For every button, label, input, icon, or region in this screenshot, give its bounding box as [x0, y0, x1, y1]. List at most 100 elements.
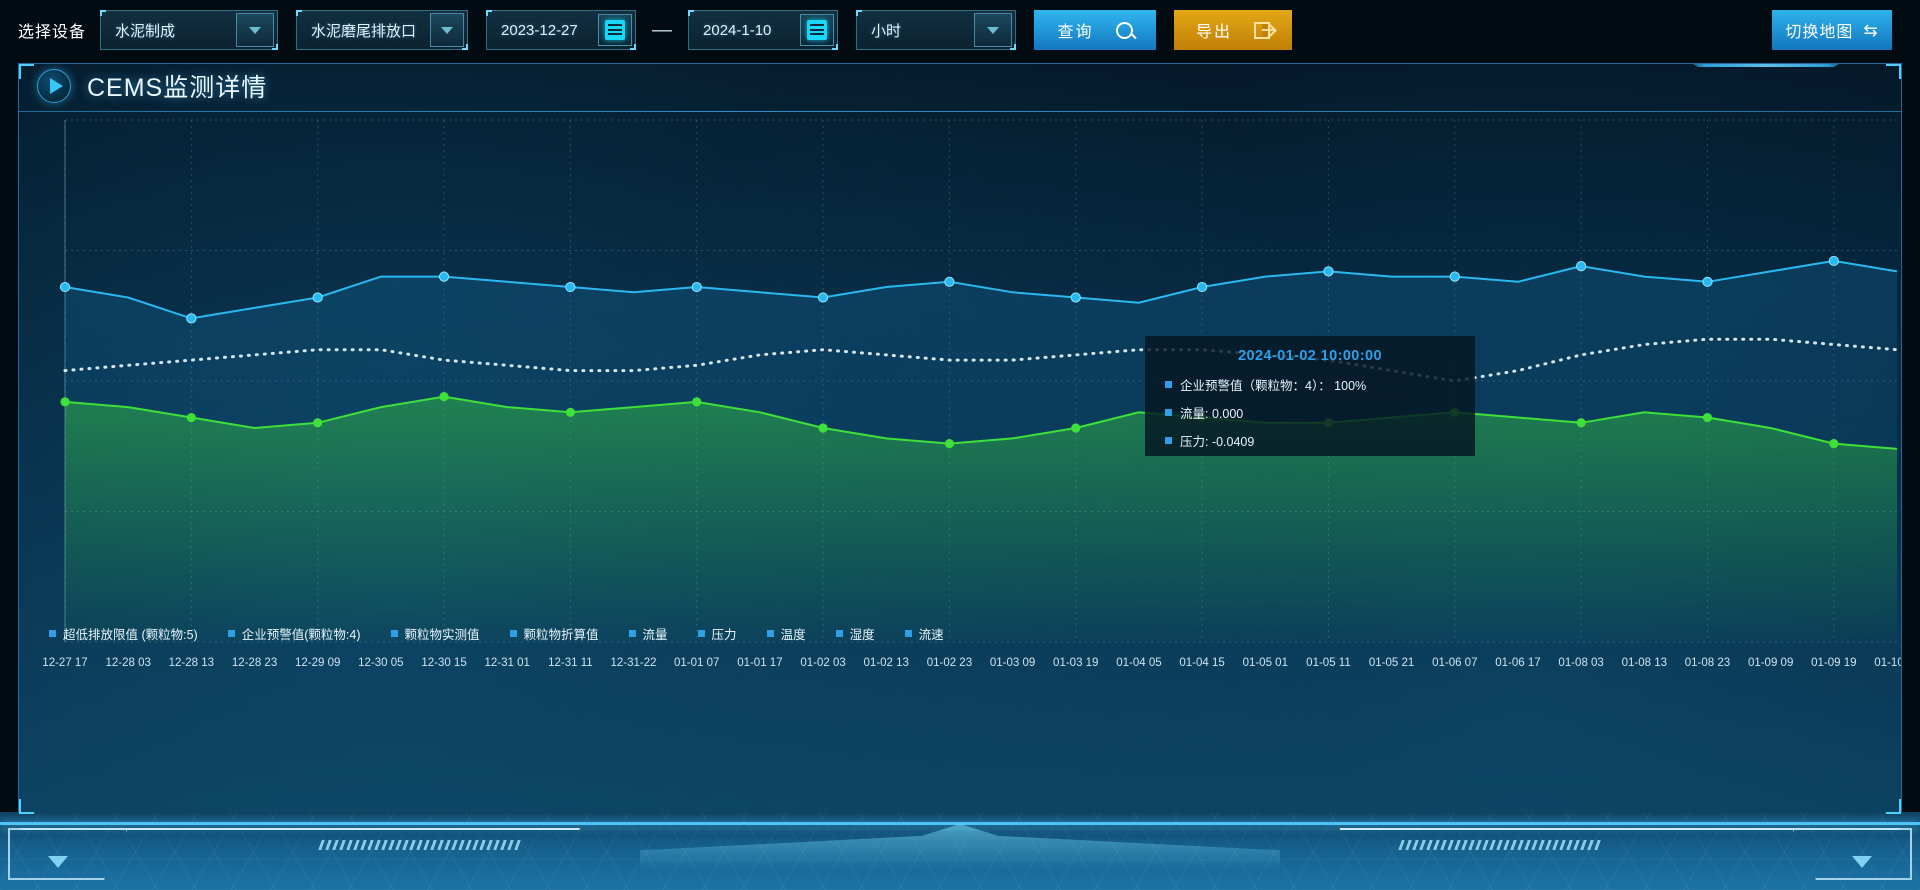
x-axis-tick-label: 12-30 15 — [421, 657, 466, 669]
legend-item[interactable]: 企业预警值(颗粒物:4) — [227, 624, 361, 643]
tooltip-row: 企业预警值（颗粒物：4）： 100% — [1165, 375, 1455, 394]
x-axis-tick-label: 12-28 13 — [169, 657, 214, 669]
calendar-icon[interactable] — [598, 14, 633, 46]
tooltip-series-swatch — [1165, 409, 1172, 416]
device-select[interactable]: 水泥制成 — [100, 10, 279, 50]
series-flow — [60, 392, 1898, 642]
x-axis-tick-label: 01-10 05 — [1874, 657, 1902, 669]
footer-wing-right — [1340, 828, 1900, 886]
x-axis-tick-label: 12-27 17 — [42, 657, 87, 669]
x-axis-tick-label: 01-05 01 — [1243, 657, 1288, 669]
title-bar-notch-decoration — [1681, 64, 1851, 67]
chart-legend: 超低排放限值 (颗粒物:5) 企业预警值(颗粒物:4) 颗粒物实测值 颗粒物折算值 流量… — [49, 624, 974, 643]
chart-area: 12-27 17 12-28 03 12-28 13 12-28 23 12-29 09… — [19, 112, 1902, 815]
start-date-value: 2023-12-27 — [501, 21, 578, 39]
swap-icon: ⇆ — [1863, 20, 1879, 40]
x-axis-tick-label: 12-29 09 — [295, 657, 340, 669]
legend-label: 流量 — [642, 628, 668, 642]
outlet-select[interactable]: 水泥磨尾排放口 — [296, 10, 469, 50]
chart-tooltip: 2024-01-02 10:00:00 企业预警值（颗粒物：4）： 100% 流量… — [1145, 336, 1475, 456]
end-date-value: 2024-1-10 — [703, 21, 772, 39]
x-axis-tick-label: 12-31-22 — [611, 657, 657, 669]
x-axis-tick-label: 01-01 07 — [674, 657, 719, 669]
legend-swatch — [697, 630, 705, 637]
tooltip-row: 流量: 0.000 — [1165, 403, 1455, 422]
query-button-label: 查询 — [1057, 24, 1094, 41]
legend-item[interactable]: 压力 — [697, 624, 737, 643]
export-button-label: 导出 — [1196, 24, 1233, 41]
x-axis-tick-label: 01-05 21 — [1369, 657, 1414, 669]
x-axis-tick-label: 01-01 17 — [737, 657, 782, 669]
export-icon — [1254, 21, 1275, 39]
end-date-input[interactable]: 2024-1-10 — [688, 10, 839, 50]
chevron-down-icon[interactable] — [430, 13, 465, 47]
outlet-select-value: 水泥磨尾排放口 — [311, 22, 417, 40]
footer-triangle-right — [1852, 856, 1872, 868]
field-corner-decoration — [856, 10, 863, 16]
page-title: CEMS监测详情 — [87, 74, 268, 102]
legend-label: 企业预警值(颗粒物:4) — [241, 628, 361, 642]
footer-dashes-left — [318, 840, 522, 850]
title-bar-underline — [19, 111, 1901, 112]
footer-dashes-right — [1398, 840, 1602, 850]
legend-label: 颗粒物实测值 — [404, 628, 480, 642]
legend-item[interactable]: 流量 — [628, 624, 668, 643]
field-corner-decoration — [688, 10, 695, 16]
field-corner-decoration — [100, 10, 107, 16]
tooltip-series-swatch — [1165, 437, 1172, 444]
x-axis-tick-label: 01-09 19 — [1811, 657, 1856, 669]
legend-label: 温度 — [780, 628, 806, 642]
legend-item[interactable]: 湿度 — [835, 624, 875, 643]
tooltip-row-text: 压力: -0.0409 — [1180, 435, 1255, 449]
chevron-down-icon[interactable] — [974, 13, 1013, 47]
x-axis-tick-label: 01-02 03 — [800, 657, 845, 669]
legend-item[interactable]: 超低排放限值 (颗粒物:5) — [49, 624, 198, 643]
legend-item[interactable]: 温度 — [766, 624, 806, 643]
tooltip-row-text: 流量: 0.000 — [1180, 407, 1244, 421]
legend-label: 流速 — [918, 628, 944, 642]
legend-swatch — [628, 630, 636, 637]
legend-item[interactable]: 颗粒物折算值 — [509, 624, 599, 643]
x-axis-tick-label: 01-03 19 — [1053, 657, 1098, 669]
tooltip-series-swatch — [1165, 381, 1172, 388]
legend-swatch — [904, 630, 912, 637]
top-toolbar: 选择设备 水泥制成 水泥磨尾排放口 2023-12-27 — 2024-1-10 — [0, 0, 1920, 60]
x-axis-tick-label: 01-06 07 — [1432, 657, 1477, 669]
legend-label: 湿度 — [849, 628, 875, 642]
x-axis-tick-label: 12-28 03 — [105, 657, 150, 669]
footer-accent-line — [0, 822, 1920, 825]
x-axis-tick-label: 12-30 05 — [358, 657, 403, 669]
x-axis-tick-label: 12-28 23 — [232, 657, 277, 669]
export-button[interactable]: 导出 — [1174, 10, 1293, 50]
x-axis-tick-label: 01-04 05 — [1116, 657, 1161, 669]
panel-title-bar: CEMS监测详情 — [19, 64, 1901, 112]
legend-label: 颗粒物折算值 — [523, 628, 599, 642]
footer-triangle-left — [48, 856, 68, 868]
query-button[interactable]: 查询 — [1034, 10, 1157, 50]
legend-label: 压力 — [711, 628, 737, 642]
chevron-down-icon[interactable] — [236, 13, 275, 47]
x-axis-tick-label: 01-08 13 — [1622, 657, 1667, 669]
tooltip-row-text: 企业预警值（颗粒物：4）： 100% — [1180, 379, 1367, 393]
x-axis-tick-label: 01-05 11 — [1306, 657, 1351, 669]
interval-select[interactable]: 小时 — [856, 10, 1017, 50]
x-axis-tick-label: 12-31 11 — [548, 657, 593, 669]
search-icon — [1115, 21, 1133, 39]
x-axis-tick-label: 01-03 09 — [990, 657, 1035, 669]
field-corner-decoration — [296, 10, 303, 16]
x-axis-tick-label: 01-02 13 — [864, 657, 909, 669]
tooltip-row: 压力: -0.0409 — [1165, 431, 1455, 450]
legend-item[interactable]: 流速 — [904, 624, 944, 643]
start-date-input[interactable]: 2023-12-27 — [486, 10, 637, 50]
cems-line-chart[interactable]: 12-27 17 12-28 03 12-28 13 12-28 23 12-29 09… — [19, 112, 1902, 815]
legend-item[interactable]: 颗粒物实测值 — [390, 624, 480, 643]
cems-chart-panel: CEMS监测详情 12-27 17 12-28 03 12-28 13 12-28 2… — [18, 63, 1902, 815]
device-select-value: 水泥制成 — [115, 22, 176, 40]
legend-swatch — [49, 630, 56, 637]
legend-swatch — [390, 630, 398, 637]
field-corner-decoration — [486, 10, 493, 16]
calendar-icon[interactable] — [800, 14, 835, 46]
switch-map-button[interactable]: 切换地图 ⇆ — [1772, 10, 1892, 50]
play-icon — [37, 69, 71, 103]
x-axis-tick-label: 01-04 15 — [1179, 657, 1224, 669]
